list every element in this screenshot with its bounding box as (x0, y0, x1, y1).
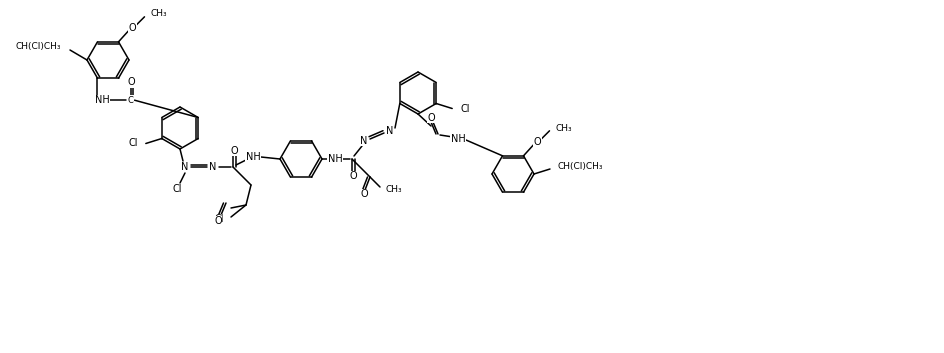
Text: CH₃: CH₃ (386, 185, 403, 193)
Text: O: O (214, 216, 222, 226)
Text: N: N (181, 162, 189, 172)
Text: NH: NH (95, 95, 110, 105)
Text: Cl: Cl (128, 138, 138, 149)
Text: O: O (127, 77, 135, 87)
Text: O: O (230, 146, 238, 156)
Text: CH₃: CH₃ (150, 9, 167, 18)
Text: N: N (386, 126, 394, 136)
Text: O: O (128, 23, 136, 33)
Text: O: O (349, 171, 357, 181)
Text: CH₃: CH₃ (555, 124, 572, 133)
Text: Cl: Cl (172, 184, 182, 194)
Text: N: N (361, 136, 367, 146)
Text: Cl: Cl (460, 103, 470, 114)
Text: NH: NH (450, 134, 465, 144)
Text: NH: NH (245, 152, 261, 162)
Text: CH(Cl)CH₃: CH(Cl)CH₃ (15, 42, 61, 50)
Text: N: N (210, 162, 217, 172)
Text: CH(Cl)CH₃: CH(Cl)CH₃ (558, 162, 603, 170)
Text: O: O (533, 137, 541, 147)
Text: O: O (428, 113, 435, 123)
Text: NH: NH (328, 154, 343, 164)
Text: C: C (127, 96, 133, 105)
Text: O: O (361, 189, 368, 199)
Text: Cl: Cl (214, 214, 224, 224)
